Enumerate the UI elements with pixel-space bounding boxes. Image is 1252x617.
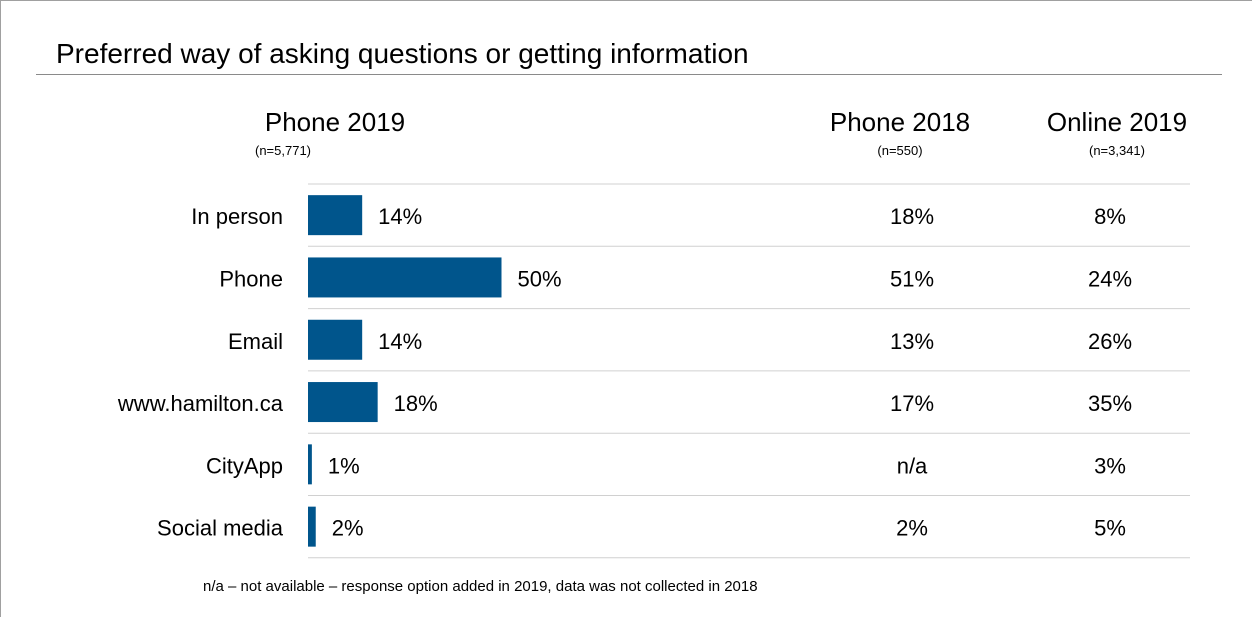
data-label-phone-2019: 14%: [378, 329, 422, 354]
bar-phone-2019: [308, 319, 363, 360]
column-sample-size: (n=5,771): [255, 143, 312, 158]
value-online-2019: 24%: [1088, 266, 1132, 291]
column-header-phone-2018: Phone 2018 (n=550): [810, 107, 990, 159]
data-label-phone-2019: 2%: [332, 516, 364, 541]
category-label: Social media: [157, 516, 284, 541]
value-online-2019: 35%: [1088, 391, 1132, 416]
column-header-online-2019: Online 2019 (n=3,341): [1027, 107, 1207, 159]
data-label-phone-2019: 18%: [394, 391, 438, 416]
bar-phone-2019: [308, 444, 312, 485]
value-phone-2018: 2%: [896, 516, 928, 541]
bar-phone-2019: [308, 506, 316, 547]
column-sample-size: (n=3,341): [1088, 143, 1145, 158]
category-label: Email: [228, 329, 283, 354]
column-header-phone-2019: Phone 2019 (n=5,771): [245, 107, 425, 159]
bar-phone-2019: [308, 382, 378, 423]
title-underline: [36, 74, 1222, 75]
value-phone-2018: 17%: [890, 391, 934, 416]
value-online-2019: 26%: [1088, 329, 1132, 354]
data-label-phone-2019: 50%: [518, 266, 562, 291]
bar-phone-2019: [308, 257, 502, 298]
value-phone-2018: n/a: [897, 453, 928, 478]
bar-phone-2019: [308, 195, 363, 236]
data-label-phone-2019: 1%: [328, 453, 360, 478]
data-label-phone-2019: 14%: [378, 204, 422, 229]
value-online-2019: 3%: [1094, 453, 1126, 478]
category-label: In person: [191, 204, 283, 229]
column-heading: Phone 2018: [829, 107, 971, 137]
chart-title: Preferred way of asking questions or get…: [56, 38, 749, 69]
value-online-2019: 5%: [1094, 516, 1126, 541]
category-label: www.hamilton.ca: [117, 391, 284, 416]
column-heading: Phone 2019: [264, 107, 406, 137]
category-label: CityApp: [206, 453, 283, 478]
category-label: Phone: [219, 266, 283, 291]
column-sample-size: (n=550): [877, 143, 923, 158]
value-phone-2018: 13%: [890, 329, 934, 354]
footnote: n/a – not available – response option ad…: [203, 578, 758, 595]
value-online-2019: 8%: [1094, 204, 1126, 229]
value-phone-2018: 18%: [890, 204, 934, 229]
value-phone-2018: 51%: [890, 266, 934, 291]
column-heading: Online 2019: [1046, 107, 1188, 137]
